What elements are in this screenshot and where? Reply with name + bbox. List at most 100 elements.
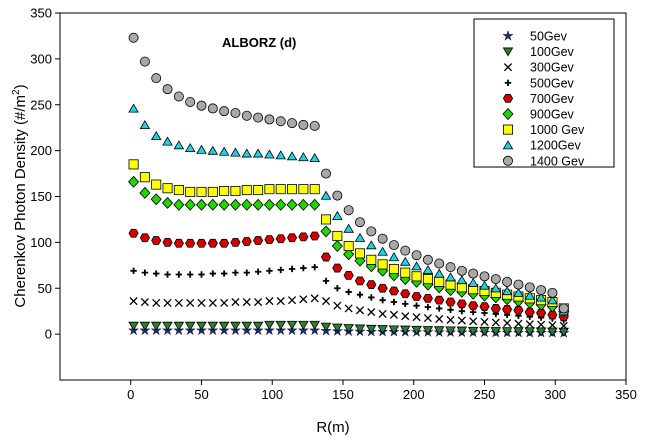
data-point xyxy=(356,291,364,298)
data-point xyxy=(309,324,321,336)
data-point xyxy=(254,297,263,307)
data-point xyxy=(252,198,264,211)
data-point xyxy=(253,185,264,196)
data-point xyxy=(186,298,195,307)
data-point xyxy=(332,263,343,273)
data-point xyxy=(173,185,184,196)
data-point xyxy=(173,321,185,331)
data-point xyxy=(198,271,205,278)
data-point xyxy=(241,185,252,196)
data-point xyxy=(490,304,501,313)
data-point xyxy=(332,210,343,220)
data-point xyxy=(162,183,173,194)
data-point xyxy=(456,265,467,276)
data-point xyxy=(164,271,171,278)
data-point xyxy=(184,142,196,152)
data-point xyxy=(422,293,433,303)
data-point xyxy=(277,266,284,274)
data-point xyxy=(343,271,354,280)
data-point xyxy=(548,321,557,330)
data-point xyxy=(309,184,320,195)
data-point xyxy=(286,198,298,211)
data-point xyxy=(128,159,139,170)
data-point xyxy=(128,228,139,238)
data-point xyxy=(332,190,343,201)
data-point xyxy=(151,236,162,245)
data-point xyxy=(162,321,173,331)
data-point xyxy=(150,193,162,206)
data-point xyxy=(321,168,332,179)
data-point xyxy=(218,146,230,156)
data-point xyxy=(468,301,479,311)
data-point xyxy=(275,150,287,160)
x-tick-label: 200 xyxy=(403,387,425,402)
data-point xyxy=(331,240,343,253)
data-point xyxy=(503,319,512,328)
data-point xyxy=(186,271,194,278)
legend-marker xyxy=(502,30,514,41)
data-point xyxy=(128,103,139,113)
data-point xyxy=(309,231,320,241)
data-point xyxy=(457,316,466,325)
data-point xyxy=(196,186,207,197)
data-point xyxy=(446,315,455,324)
data-point xyxy=(536,308,547,318)
data-point xyxy=(411,250,422,261)
chart-title: ALBORZ (d) xyxy=(222,35,296,50)
data-point xyxy=(366,280,377,289)
y-tick-label: 250 xyxy=(30,97,52,112)
data-point xyxy=(173,140,185,150)
data-point xyxy=(354,217,365,228)
data-point xyxy=(379,296,386,304)
y-axis-label-main: Cherenkov Photon Density (#/m xyxy=(12,95,29,308)
data-point xyxy=(422,254,433,265)
data-point xyxy=(174,298,183,307)
data-point xyxy=(299,295,308,304)
y-tick-label: 100 xyxy=(30,235,52,250)
data-point xyxy=(377,246,388,256)
data-point xyxy=(196,100,207,111)
data-point xyxy=(263,324,276,336)
data-point xyxy=(230,237,241,247)
data-point xyxy=(311,263,318,271)
data-point xyxy=(388,286,400,296)
data-point xyxy=(400,289,411,299)
data-point xyxy=(229,198,242,211)
data-point xyxy=(197,298,206,307)
data-point xyxy=(547,295,558,305)
data-point xyxy=(354,254,366,267)
data-point xyxy=(264,149,275,159)
data-point xyxy=(320,322,332,332)
data-point xyxy=(309,320,320,330)
data-point xyxy=(401,312,410,321)
data-point xyxy=(502,304,513,314)
data-point xyxy=(535,292,547,302)
data-point xyxy=(162,84,173,95)
data-point xyxy=(218,198,230,211)
data-point xyxy=(130,267,137,275)
data-point xyxy=(297,198,309,211)
data-point xyxy=(480,317,489,326)
data-point xyxy=(479,326,490,336)
data-point xyxy=(173,238,184,248)
data-point xyxy=(241,148,253,158)
data-point xyxy=(288,265,296,273)
data-point xyxy=(445,262,456,273)
y-axis-label: Cherenkov Photon Density (#/m2) xyxy=(11,84,29,307)
data-point xyxy=(129,297,138,306)
data-point xyxy=(297,324,309,336)
data-point xyxy=(366,254,377,265)
data-point xyxy=(491,318,500,327)
data-point xyxy=(490,274,501,285)
data-point xyxy=(479,271,490,282)
legend-label: 1400 Gev xyxy=(530,154,585,168)
data-point xyxy=(207,321,219,331)
y-axis-label-close: ) xyxy=(12,84,29,89)
data-point xyxy=(184,321,196,331)
data-point xyxy=(150,131,162,141)
data-point xyxy=(298,184,309,195)
data-point xyxy=(399,325,411,335)
data-point xyxy=(332,323,343,333)
data-point xyxy=(377,259,388,270)
data-point xyxy=(162,237,173,247)
